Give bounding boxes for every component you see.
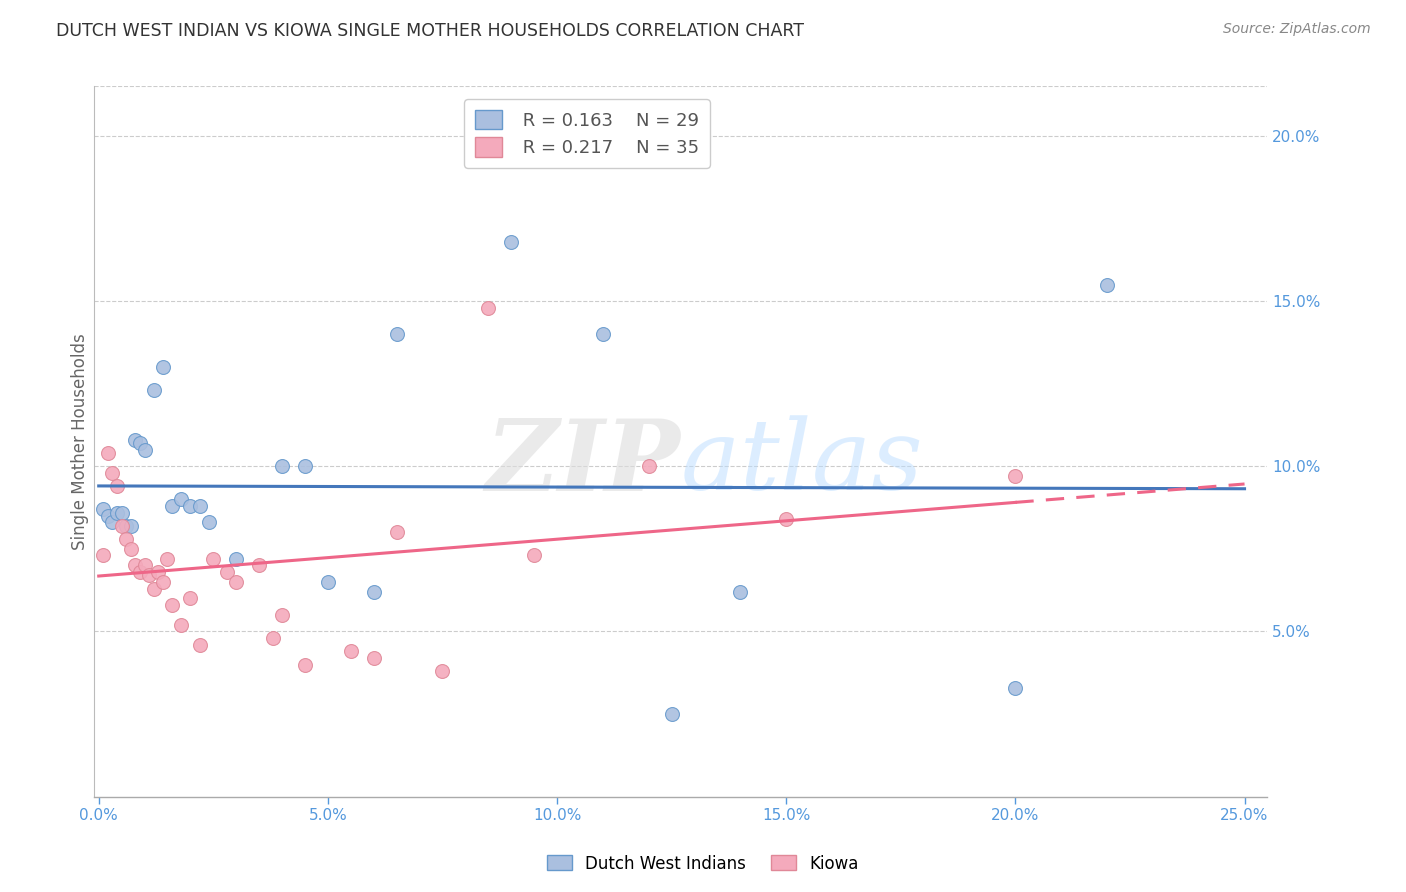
Point xyxy=(179,591,201,606)
Point xyxy=(170,618,193,632)
Point xyxy=(91,502,114,516)
Point xyxy=(477,301,499,315)
Point xyxy=(134,558,156,573)
Point xyxy=(142,582,165,596)
Point xyxy=(339,644,361,658)
Point xyxy=(179,499,201,513)
Point xyxy=(202,551,225,566)
Text: Source: ZipAtlas.com: Source: ZipAtlas.com xyxy=(1223,22,1371,37)
Text: atlas: atlas xyxy=(681,415,924,510)
Point xyxy=(363,651,385,665)
Text: ZIP: ZIP xyxy=(486,415,681,511)
Point xyxy=(129,565,152,579)
Point xyxy=(156,551,179,566)
Point xyxy=(271,459,294,474)
Point xyxy=(363,584,385,599)
Point xyxy=(1004,681,1026,695)
Point xyxy=(1004,469,1026,483)
Text: DUTCH WEST INDIAN VS KIOWA SINGLE MOTHER HOUSEHOLDS CORRELATION CHART: DUTCH WEST INDIAN VS KIOWA SINGLE MOTHER… xyxy=(56,22,804,40)
Point xyxy=(91,549,114,563)
Point xyxy=(432,664,454,678)
Point xyxy=(271,607,294,622)
Point xyxy=(105,506,128,520)
Point xyxy=(592,327,614,342)
Point xyxy=(134,442,156,457)
Point xyxy=(501,235,523,249)
Point xyxy=(101,516,124,530)
Point xyxy=(1095,277,1118,292)
Point xyxy=(225,551,247,566)
Point xyxy=(225,574,247,589)
Point xyxy=(105,479,128,493)
Point xyxy=(523,549,546,563)
Point xyxy=(111,506,134,520)
Point xyxy=(124,558,146,573)
Point xyxy=(775,512,797,526)
Point xyxy=(247,558,270,573)
Point xyxy=(115,518,138,533)
Point xyxy=(129,436,152,450)
Y-axis label: Single Mother Households: Single Mother Households xyxy=(72,333,89,549)
Point xyxy=(124,433,146,447)
Point xyxy=(170,492,193,507)
Point xyxy=(120,541,142,556)
Point xyxy=(385,525,408,540)
Point xyxy=(148,565,170,579)
Point xyxy=(97,446,120,460)
Point xyxy=(160,499,183,513)
Point xyxy=(730,584,752,599)
Point xyxy=(152,360,174,375)
Point xyxy=(120,518,142,533)
Point xyxy=(262,631,284,645)
Point xyxy=(115,532,138,546)
Legend: Dutch West Indians, Kiowa: Dutch West Indians, Kiowa xyxy=(540,848,866,880)
Point xyxy=(101,466,124,480)
Point xyxy=(661,707,683,722)
Point xyxy=(197,516,219,530)
Point xyxy=(97,508,120,523)
Point xyxy=(294,657,316,672)
Point xyxy=(188,638,211,652)
Point xyxy=(138,568,160,582)
Point xyxy=(152,574,174,589)
Point xyxy=(294,459,316,474)
Legend:  R = 0.163    N = 29,  R = 0.217    N = 35: R = 0.163 N = 29, R = 0.217 N = 35 xyxy=(464,99,710,168)
Point xyxy=(142,384,165,398)
Point xyxy=(188,499,211,513)
Point xyxy=(111,518,134,533)
Point xyxy=(160,598,183,612)
Point xyxy=(385,327,408,342)
Point xyxy=(316,574,339,589)
Point xyxy=(215,565,238,579)
Point xyxy=(637,459,659,474)
